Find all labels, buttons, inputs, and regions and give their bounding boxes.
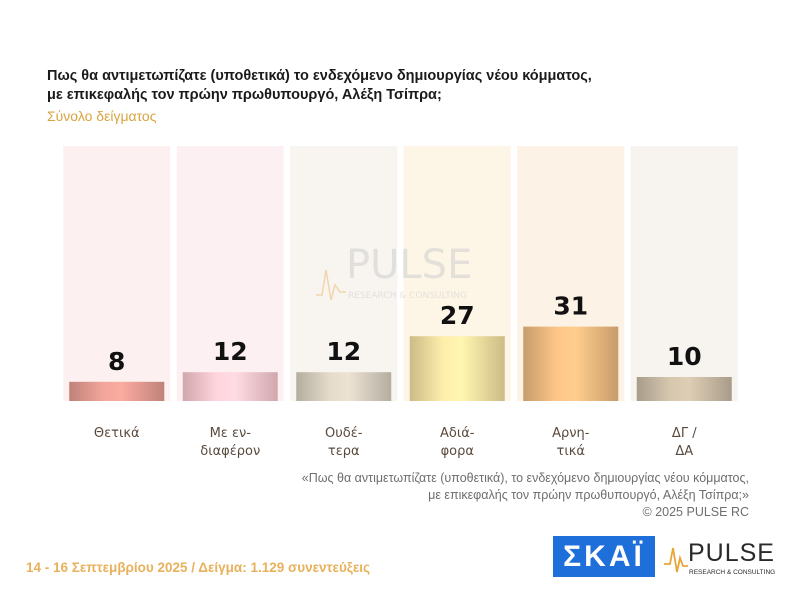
category-label: τερα <box>328 444 360 459</box>
chart-subtitle: Σύνολο δείγματος <box>47 108 157 124</box>
category-label: τικά <box>557 444 585 459</box>
source-note: «Πως θα αντιμετωπίζατε (υποθετικά), το ε… <box>302 470 749 521</box>
bar-value-label: 31 <box>553 292 588 321</box>
category-label: φορα <box>441 444 474 459</box>
note-line-2: με επικεφαλής τον πρώην πρωθυπουργό, Αλέ… <box>428 488 749 502</box>
pulse-logo: PULSE RESEARCH & CONSULTING <box>664 539 775 576</box>
pulse-watermark: PULSE RESEARCH & CONSULTING <box>316 242 472 301</box>
category-label: Ουδέ- <box>325 426 363 441</box>
footer-fieldwork: 14 - 16 Σεπτεμβρίου 2025 / Δείγμα: 1.129… <box>26 560 370 575</box>
background-column <box>176 146 284 401</box>
background-columns <box>63 146 738 401</box>
bar <box>409 336 505 401</box>
background-column <box>290 146 398 401</box>
bar <box>296 372 392 401</box>
category-labels: Θετικά Με εν-διαφέρον Ουδέ-τερα Αδιά-φορα Αρ… <box>94 426 697 459</box>
bar <box>69 381 165 401</box>
skai-logo: ΣΚΑΪ <box>553 536 655 577</box>
bars <box>69 326 732 401</box>
bar <box>636 377 732 401</box>
category-label: διαφέρον <box>200 444 260 459</box>
note-line-1: «Πως θα αντιμετωπίζατε (υποθετικά), το ε… <box>301 471 749 485</box>
bar-value-label: 10 <box>667 342 702 371</box>
value-labels: 8 12 12 27 31 10 <box>108 292 702 376</box>
category-label: ΔΑ <box>675 444 693 459</box>
background-column <box>630 146 738 401</box>
note-copyright: © 2025 PULSE RC <box>642 505 749 519</box>
bar <box>182 372 278 401</box>
pulse-wave-icon <box>664 547 688 573</box>
bar-value-label: 27 <box>440 301 475 330</box>
pulse-logo-tagline: RESEARCH & CONSULTING <box>689 569 775 576</box>
pulse-logo-text: PULSE <box>688 539 775 567</box>
watermark-tagline: RESEARCH & CONSULTING <box>348 291 467 301</box>
chart-title: Πως θα αντιμετωπίζατε (υποθετικά) το ενδ… <box>47 68 592 103</box>
bar-value-label: 12 <box>213 337 248 366</box>
watermark-brand: PULSE <box>346 242 472 288</box>
bar-value-label: 8 <box>108 347 125 376</box>
bar-value-label: 12 <box>326 337 361 366</box>
category-label: Αδιά- <box>440 426 475 441</box>
bar <box>523 326 619 401</box>
category-label: Θετικά <box>94 426 140 441</box>
category-label: Αρνη- <box>552 426 590 441</box>
category-label: ΔΓ / <box>672 426 697 441</box>
category-label: Με εν- <box>210 426 252 441</box>
background-column <box>63 146 171 401</box>
